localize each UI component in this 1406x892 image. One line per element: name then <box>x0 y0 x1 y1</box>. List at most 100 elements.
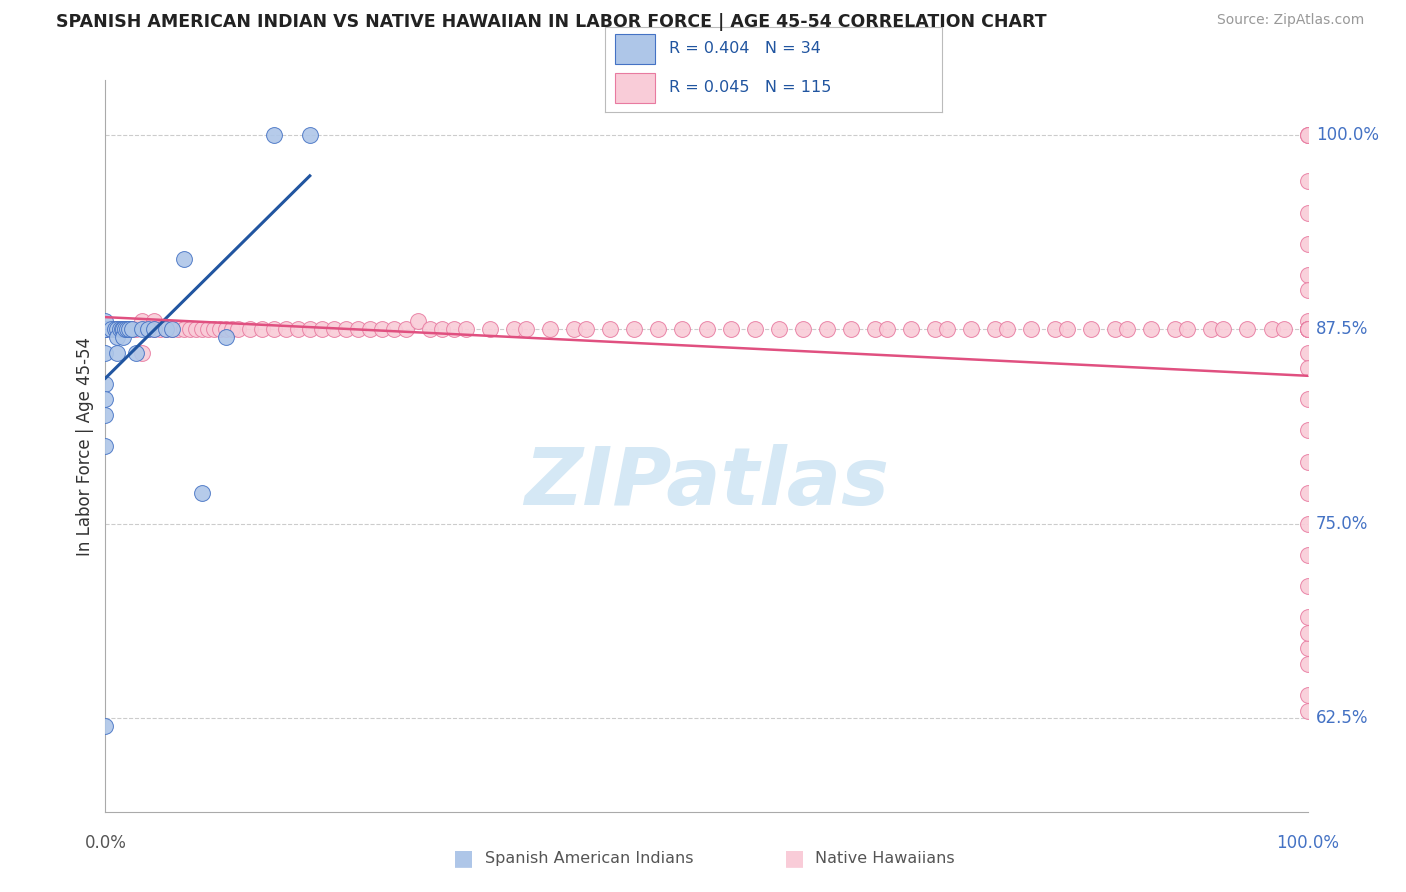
Point <box>1296 322 1319 336</box>
Point <box>335 322 357 336</box>
Point <box>1296 657 1319 671</box>
Text: 75.0%: 75.0% <box>1316 515 1368 533</box>
Point <box>1296 688 1319 702</box>
Point <box>208 322 231 336</box>
Point <box>250 322 273 336</box>
Point <box>382 322 405 336</box>
Point <box>419 322 441 336</box>
Point <box>1296 314 1319 328</box>
Point <box>108 322 131 336</box>
Point <box>1296 485 1319 500</box>
Point <box>503 322 526 336</box>
Text: ■: ■ <box>785 848 804 868</box>
Point <box>104 322 127 336</box>
Point <box>131 322 153 336</box>
Point <box>112 322 135 336</box>
Point <box>190 485 212 500</box>
Point <box>936 322 959 336</box>
Point <box>815 322 838 336</box>
Point <box>359 322 381 336</box>
Point <box>94 376 117 391</box>
Point <box>1296 345 1319 359</box>
Bar <box>614 72 655 103</box>
Point <box>131 314 153 328</box>
Point <box>696 322 718 336</box>
Point <box>100 322 122 336</box>
Point <box>347 322 370 336</box>
Point <box>1164 322 1187 336</box>
Point <box>1296 454 1319 468</box>
Point <box>111 322 134 336</box>
Point <box>406 314 429 328</box>
Point <box>1296 284 1319 298</box>
Point <box>263 128 285 142</box>
Point <box>562 322 585 336</box>
Point <box>623 322 645 336</box>
Text: ZIPatlas: ZIPatlas <box>524 443 889 522</box>
Point <box>118 322 141 336</box>
Point <box>214 322 236 336</box>
Point <box>155 322 177 336</box>
Point <box>124 345 146 359</box>
Point <box>1140 322 1163 336</box>
Text: 87.5%: 87.5% <box>1316 320 1368 338</box>
Point <box>720 322 742 336</box>
Point <box>1296 128 1319 142</box>
Point <box>792 322 814 336</box>
Point <box>214 330 236 344</box>
Point <box>94 322 117 336</box>
Point <box>1296 625 1319 640</box>
Point <box>131 345 153 359</box>
Text: 0.0%: 0.0% <box>84 834 127 852</box>
Point <box>173 252 195 267</box>
Point <box>115 322 138 336</box>
Point <box>876 322 898 336</box>
Point <box>1201 322 1223 336</box>
Point <box>479 322 502 336</box>
Point <box>136 322 159 336</box>
Point <box>107 330 129 344</box>
Point <box>1104 322 1126 336</box>
Point <box>160 322 183 336</box>
Point <box>1296 610 1319 624</box>
Bar <box>614 34 655 64</box>
Point <box>924 322 946 336</box>
Point <box>575 322 598 336</box>
Point <box>395 322 418 336</box>
Point <box>287 322 309 336</box>
Point <box>647 322 669 336</box>
Point <box>1296 322 1319 336</box>
Point <box>94 322 117 336</box>
Point <box>142 322 165 336</box>
Point <box>1236 322 1258 336</box>
Point <box>768 322 790 336</box>
Point <box>839 322 862 336</box>
Point <box>1080 322 1102 336</box>
Point <box>1296 174 1319 188</box>
Text: Spanish American Indians: Spanish American Indians <box>485 851 693 865</box>
Point <box>298 322 321 336</box>
Point <box>142 322 165 336</box>
Point <box>1296 424 1319 438</box>
Text: Native Hawaiians: Native Hawaiians <box>815 851 955 865</box>
Point <box>173 322 195 336</box>
Point <box>454 322 477 336</box>
Point <box>190 322 212 336</box>
Point <box>1296 128 1319 142</box>
Point <box>148 322 170 336</box>
Point <box>298 128 321 142</box>
Text: SPANISH AMERICAN INDIAN VS NATIVE HAWAIIAN IN LABOR FORCE | AGE 45-54 CORRELATIO: SPANISH AMERICAN INDIAN VS NATIVE HAWAII… <box>56 13 1047 31</box>
Point <box>142 314 165 328</box>
Point <box>599 322 621 336</box>
Point <box>263 322 285 336</box>
Point <box>108 322 131 336</box>
Point <box>538 322 561 336</box>
Point <box>1296 579 1319 593</box>
Point <box>94 408 117 422</box>
Point <box>1296 205 1319 219</box>
Point <box>121 322 143 336</box>
Point <box>115 322 138 336</box>
Point <box>1043 322 1066 336</box>
Point <box>1019 322 1042 336</box>
Point <box>1296 392 1319 407</box>
